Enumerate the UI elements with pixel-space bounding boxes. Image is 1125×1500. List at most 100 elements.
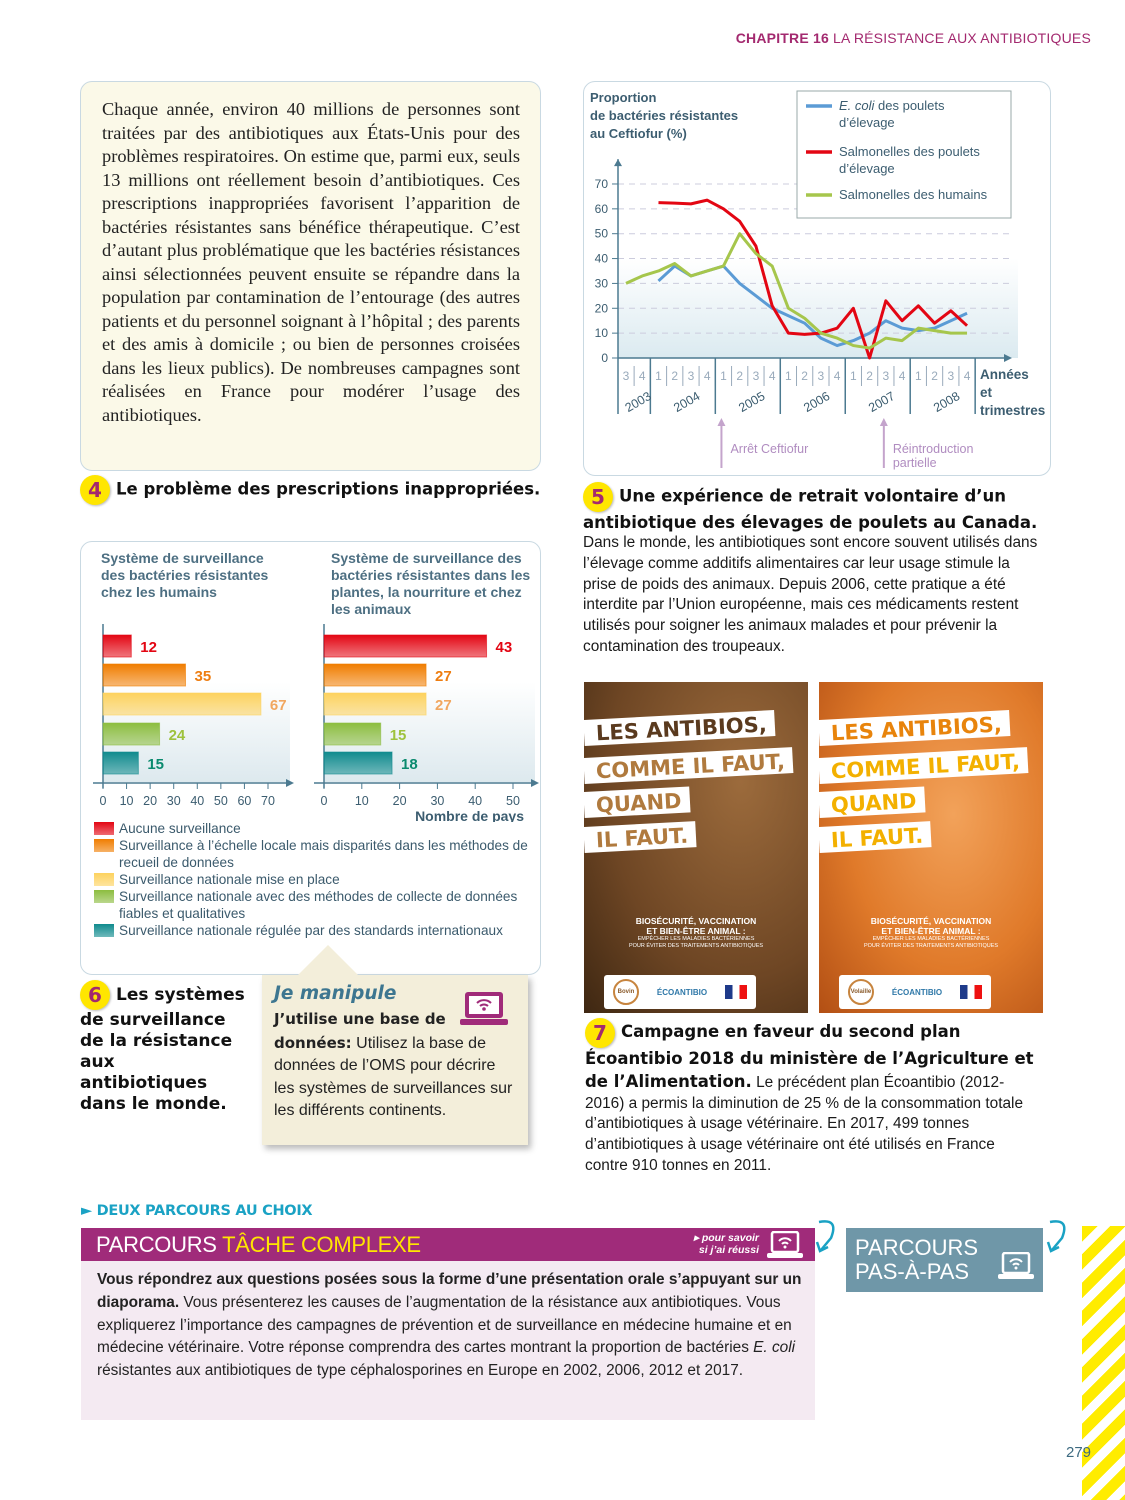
je-manipule-body: Utilisez la base de données de l’OMS pou… [274, 1034, 513, 1120]
poster-subtitle-line: BIOSÉCURITÉ, VACCINATION [635, 916, 757, 926]
tache-complexe-title-bar: PARCOURS TÂCHE COMPLEXE [81, 1228, 815, 1261]
document-number-badge: 5 [583, 482, 613, 512]
poster-subtitle-small: POUR ÉVITER DES TRAITEMENTS ANTIBIOTIQUE… [628, 943, 764, 949]
legend-item: Surveillance nationale mise en place [94, 871, 534, 888]
legend-swatch [94, 839, 114, 852]
laptop-wifi-icon [460, 992, 508, 1025]
y-tick-label: 70 [595, 177, 609, 191]
bar-value-label: 12 [140, 639, 157, 656]
annotation-line: Réintroduction [893, 442, 974, 456]
legend-item: Surveillance nationale régulée par des s… [94, 922, 534, 939]
bar [102, 634, 132, 658]
pap-word2: PAS-À-PAS [855, 1259, 970, 1284]
quarter-label: 3 [818, 369, 825, 383]
bar [323, 722, 382, 746]
quarter-label: 1 [655, 369, 662, 383]
poster-slogan-line: COMME IL FAUT, [584, 747, 794, 784]
quarter-label: 3 [688, 369, 695, 383]
title-line: Système de surveillance des [331, 550, 522, 566]
bar-value-label: 24 [169, 727, 186, 744]
ecoantibio-logo: ÉCOANTIBIO [891, 987, 943, 997]
bar [323, 751, 393, 775]
legend-part: Salmonelles des poulets [839, 144, 980, 159]
legend-label: Aucune surveillance [119, 821, 241, 836]
poster-subtitle: BIOSÉCURITÉ, VACCINATION ET BIEN-ÊTRE ANI… [819, 916, 1043, 950]
y-label-line: au Ceftiofur (%) [590, 126, 687, 141]
document-4-text: Chaque année, environ 40 millions de per… [102, 99, 520, 425]
bar-value-label: 15 [147, 756, 164, 773]
quarter-label: 1 [785, 369, 792, 383]
bar [323, 663, 427, 687]
poster-slogan-line: IL FAUT. [584, 821, 697, 853]
bar-charts-box: Système de surveillance des bactéries rés… [80, 541, 541, 975]
quarter-label: 2 [931, 369, 938, 383]
campaign-poster-volaille: LES ANTIBIOS, COMME IL FAUT, QUAND IL FAUT.… [819, 682, 1043, 1013]
bar-value-label: 43 [496, 639, 513, 656]
laptop-wifi-icon[interactable] [767, 1231, 803, 1259]
bar-value-label: 35 [194, 668, 211, 685]
y-label-line: de bactéries résistantes [590, 108, 738, 123]
poster-slogan-line: COMME IL FAUT, [819, 747, 1029, 784]
poster-slogan-line: QUAND [584, 786, 691, 818]
link-text: si j’ai réussi [698, 1244, 759, 1256]
curved-arrow-icon [815, 1220, 835, 1253]
parcours-tache-complexe[interactable]: PARCOURS TÂCHE COMPLEXE ▸ pour savoir si … [81, 1220, 835, 1420]
quarter-label: 2 [801, 369, 808, 383]
x-tick-label: 30 [430, 794, 444, 808]
legend-part: Salmonelles des humains [839, 187, 988, 202]
quarter-label: 4 [769, 369, 776, 383]
link-text: pour savoir [701, 1232, 759, 1244]
x-tick-label: 0 [100, 794, 107, 808]
document-6-caption: 6 Les systèmes de surveillance de la rési… [80, 980, 245, 1115]
pour-savoir-link[interactable]: ▸ pour savoir si j’ai réussi [693, 1232, 759, 1256]
annotation-label: Arrêt Ceftiofur [730, 442, 808, 456]
legend-swatch [94, 924, 114, 937]
bar-value-label: 27 [435, 697, 452, 714]
curved-arrow-icon [1046, 1220, 1066, 1253]
bar-value-label: 15 [390, 727, 407, 744]
title-line: bactéries résistantes dans les [331, 567, 530, 583]
poster-subtitle-line: ET BIEN-ÊTRE ANIMAL : [881, 926, 981, 936]
poster-subtitle: BIOSÉCURITÉ, VACCINATION ET BIEN-ÊTRE ANI… [584, 916, 808, 950]
legend-box [796, 90, 1012, 219]
poster-slogan-line: LES ANTIBIOS, [819, 710, 1011, 746]
legend-part: des poulets [874, 98, 945, 113]
quarter-label: 2 [866, 369, 873, 383]
x-axis-arrow [285, 779, 294, 787]
pap-word1: PARCOURS [855, 1235, 979, 1260]
quarter-label: 1 [915, 369, 922, 383]
bar [102, 751, 139, 775]
quarter-label: 1 [850, 369, 857, 383]
year-label: 2003 [623, 389, 654, 415]
y-tick-label: 30 [595, 276, 609, 290]
quarter-label: 1 [720, 369, 727, 383]
bar [323, 634, 488, 658]
year-label: 2006 [801, 389, 832, 415]
x-tick-label: 40 [190, 794, 204, 808]
species-badge: Volaille [847, 979, 874, 1005]
caption-body: Le précédent plan Écoantibio (2012-2016)… [585, 1073, 1024, 1174]
ecoantibio-logo: ÉCOANTIBIO [656, 987, 708, 997]
quarter-label: 3 [753, 369, 760, 383]
y-tick-label: 20 [595, 301, 609, 315]
french-republic-logo [725, 985, 748, 999]
year-label: 2005 [736, 389, 767, 415]
annotation-line: partielle [893, 456, 937, 470]
y-axis-arrow [614, 159, 622, 167]
x-tick-label: 40 [468, 794, 482, 808]
bar-chart-title: Système de surveillance des bactéries rés… [101, 550, 269, 600]
y-tick-label: 60 [595, 202, 609, 216]
poster-subtitle-line: BIOSÉCURITÉ, VACCINATION [870, 916, 992, 926]
x-label-line: Années [980, 367, 1029, 382]
parcours-pas-a-pas-button[interactable]: PARCOURS PAS-À-PAS [846, 1220, 1066, 1292]
caption-title: Une expérience de retrait volontaire d’u… [583, 486, 1038, 533]
legend-item: Aucune surveillance [94, 820, 534, 837]
campaign-poster-bovin: LES ANTIBIOS, COMME IL FAUT, QUAND IL FAUT.… [584, 682, 808, 1013]
chapter-number: CHAPITRE 16 [735, 30, 829, 46]
french-republic-logo [960, 985, 983, 999]
deux-parcours-heading: ► DEUX PARCOURS AU CHOIX [81, 1203, 313, 1219]
legend-item: Surveillance à l’échelle locale mais dis… [94, 837, 534, 871]
je-manipule-box: Je manipule J’utilise une base de donnée… [262, 945, 528, 1145]
legend-label: Salmonelles des poulets d’élevage [839, 144, 980, 176]
document-7-caption: 7 Campagne en faveur du second plan Écoan… [585, 1018, 1035, 1177]
